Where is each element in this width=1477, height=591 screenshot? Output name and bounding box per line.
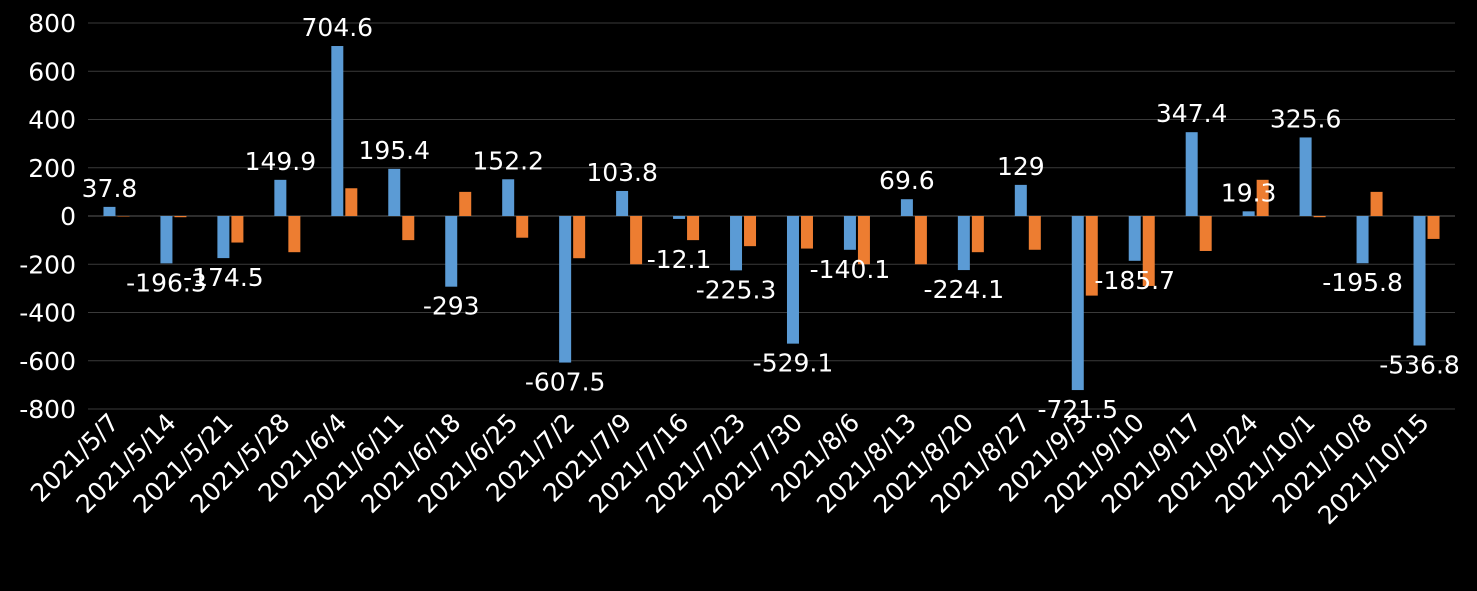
bar-series-1 xyxy=(1014,184,1027,216)
data-label: -140.1 xyxy=(810,255,891,284)
bar-series-2 xyxy=(857,216,870,265)
bar-series-2 xyxy=(459,191,472,216)
data-label: -174.5 xyxy=(183,263,264,292)
bar-series-1 xyxy=(1242,211,1255,216)
bar-series-1 xyxy=(957,216,970,271)
data-label: -536.8 xyxy=(1379,351,1460,380)
bar-series-2 xyxy=(231,216,244,243)
data-label: -195.8 xyxy=(1322,268,1403,297)
bar-series-2 xyxy=(174,216,187,218)
bar-series-2 xyxy=(630,216,643,265)
bar-series-2 xyxy=(402,216,415,241)
bar-series-1 xyxy=(1128,216,1141,261)
bar-series-1 xyxy=(103,206,116,216)
bar-series-2 xyxy=(516,216,529,238)
bar-series-1 xyxy=(843,216,856,250)
bar-series-2 xyxy=(1199,216,1212,251)
bar-series-1 xyxy=(786,216,799,344)
data-label: 704.6 xyxy=(302,13,374,42)
bar-series-1 xyxy=(160,216,173,264)
bar-series-2 xyxy=(117,216,130,217)
bar-series-2 xyxy=(1028,216,1041,250)
data-label: 347.4 xyxy=(1156,99,1228,128)
bar-series-2 xyxy=(800,216,813,249)
data-label: -529.1 xyxy=(753,349,834,378)
data-label: 19.3 xyxy=(1221,178,1277,207)
bar-series-2 xyxy=(1427,216,1440,239)
data-labels: 37.8 -196.3-174.5 149.9 704.6 195.4 -293 152.2… xyxy=(82,13,1460,424)
bar-series-1 xyxy=(900,199,913,216)
data-label: 103.8 xyxy=(586,158,658,187)
bar-series-2 xyxy=(573,216,586,259)
y-tick-label: -200 xyxy=(19,250,76,279)
y-tick-label: -800 xyxy=(19,395,76,424)
data-label: -721.5 xyxy=(1037,395,1118,424)
bar-series-2 xyxy=(687,216,700,241)
bar-series-1 xyxy=(445,216,458,287)
bars xyxy=(103,46,1440,391)
bar-series-2 xyxy=(1370,191,1383,216)
data-label: 325.6 xyxy=(1270,104,1342,133)
data-label: -607.5 xyxy=(525,368,606,397)
bar-series-1 xyxy=(1356,216,1369,264)
bar-series-1 xyxy=(730,216,743,271)
y-tick-label: 600 xyxy=(28,57,76,86)
y-tick-label: 200 xyxy=(28,154,76,183)
bar-series-1 xyxy=(1413,216,1426,346)
y-axis-ticks: -800 -600 -400 -200 0 200 400 600 800 xyxy=(19,9,76,424)
data-label: -185.7 xyxy=(1094,266,1175,295)
y-tick-label: -600 xyxy=(19,347,76,376)
bar-series-1 xyxy=(274,179,287,216)
bar-series-1 xyxy=(1185,132,1198,216)
data-label: 152.2 xyxy=(472,146,544,175)
bar-series-1 xyxy=(673,216,686,219)
x-axis-ticks: 2021/5/72021/5/142021/5/212021/5/282021/… xyxy=(25,408,1435,530)
bar-series-1 xyxy=(331,46,344,216)
y-tick-label: 800 xyxy=(28,9,76,38)
data-label: -225.3 xyxy=(696,275,777,304)
y-tick-label: 400 xyxy=(28,106,76,135)
bar-series-1 xyxy=(1299,137,1312,216)
bar-series-2 xyxy=(744,216,757,247)
bar-series-1 xyxy=(1071,216,1084,391)
bar-series-1 xyxy=(616,190,629,216)
data-label: -196.3 xyxy=(126,268,207,297)
data-label: -224.1 xyxy=(924,275,1005,304)
bar-series-2 xyxy=(1142,216,1155,286)
bar-series-1 xyxy=(502,179,515,216)
bar-series-2 xyxy=(288,216,301,253)
data-label: -293 xyxy=(423,292,480,321)
data-label: -12.1 xyxy=(647,245,712,274)
gridlines xyxy=(88,22,1455,410)
bar-series-2 xyxy=(971,216,984,253)
bar-series-2 xyxy=(914,216,927,265)
data-label: 195.4 xyxy=(358,136,430,165)
bar-series-1 xyxy=(388,168,401,216)
data-label: 149.9 xyxy=(245,147,317,176)
data-label: 37.8 xyxy=(82,174,138,203)
data-label: 69.6 xyxy=(879,166,935,195)
bar-series-2 xyxy=(1313,216,1326,218)
bar-series-1 xyxy=(559,216,572,363)
bar-series-1 xyxy=(217,216,230,259)
y-tick-label: 0 xyxy=(60,202,76,231)
bar-series-2 xyxy=(1256,179,1269,216)
y-tick-label: -400 xyxy=(19,299,76,328)
data-label: 129 xyxy=(997,152,1045,181)
bar-series-2 xyxy=(1085,216,1098,296)
bar-series-2 xyxy=(345,188,358,216)
